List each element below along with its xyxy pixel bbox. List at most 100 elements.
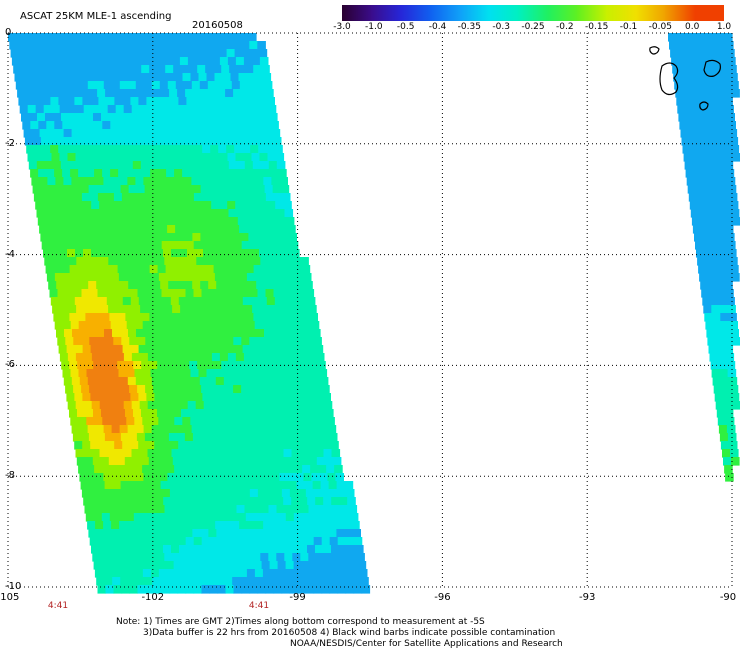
swath-cell [154, 49, 164, 58]
swath-cell [133, 265, 143, 274]
swath-cell [298, 393, 307, 402]
swath-cell [228, 161, 238, 170]
swath-cell [146, 393, 155, 402]
swath-cell [43, 249, 52, 258]
color-scale-segment [342, 5, 372, 21]
swath-cell [113, 41, 122, 50]
swath-cell [278, 321, 288, 330]
swath-cell [34, 97, 43, 106]
swath-cell [134, 369, 144, 378]
swath-cell [188, 553, 197, 562]
swath-cell [151, 129, 161, 138]
swath-cell [173, 361, 182, 370]
swath-cell [722, 449, 731, 458]
swath-cell [156, 553, 165, 562]
swath-cell [119, 377, 129, 386]
swath-cell [280, 577, 289, 586]
swath-cell [94, 121, 103, 130]
swath-cell [279, 177, 288, 186]
swath-cell [89, 241, 99, 250]
swath-cell [170, 49, 180, 58]
swath-cell [201, 89, 210, 98]
swath-cell [212, 209, 222, 218]
swath-cell [239, 521, 248, 530]
swath-cell [210, 345, 220, 354]
swath-cell [53, 65, 62, 74]
swath-cell [726, 361, 736, 370]
swath-cell [160, 137, 170, 146]
swath-cell [153, 241, 163, 250]
swath-cell [194, 145, 203, 154]
swath-cell [83, 401, 93, 410]
swath-cell [237, 113, 246, 122]
swath-cell [286, 273, 296, 282]
swath-cell [117, 513, 127, 522]
swath-cell [261, 313, 270, 322]
swath-cell [285, 361, 294, 370]
swath-cell [55, 177, 64, 186]
swath-cell [54, 169, 63, 178]
swath-cell [114, 345, 124, 354]
swath-cell [264, 233, 273, 242]
swath-cell [132, 457, 142, 466]
swath-cell [146, 297, 156, 306]
swath-cell [331, 545, 340, 554]
swath-cell [296, 433, 306, 442]
swath-cell [99, 249, 108, 258]
swath-cell [165, 113, 174, 122]
swath-cell [341, 513, 351, 522]
swath-cell [288, 233, 297, 242]
swath-cell [129, 489, 139, 498]
swath-cell [107, 545, 116, 554]
swath-cell [725, 353, 735, 362]
swath-cell [199, 377, 209, 386]
swath-cell [56, 137, 66, 146]
swath-cell [328, 529, 337, 538]
swath-cell [80, 33, 89, 42]
swath-cell [168, 481, 178, 490]
swath-cell [89, 89, 98, 98]
swath-cell [51, 105, 61, 114]
swath-cell [690, 145, 700, 154]
swath-cell [144, 33, 153, 42]
swath-cell [701, 169, 711, 178]
swath-cell [192, 281, 201, 290]
swath-cell [299, 401, 309, 410]
swath-cell [249, 289, 259, 298]
longitude-tick: -93 [579, 592, 596, 603]
swath-cell [125, 513, 135, 522]
swath-cell [177, 241, 187, 250]
color-scale-label: -0.25 [521, 22, 545, 32]
swath-cell [208, 329, 217, 338]
swath-cell [159, 129, 169, 138]
swath-cell [126, 273, 136, 282]
swath-cell [96, 577, 105, 586]
swath-cell [84, 505, 94, 514]
swath-cell [62, 73, 72, 82]
swath-cell [19, 105, 29, 114]
swath-cell [190, 465, 199, 474]
swath-cell [173, 113, 182, 122]
swath-cell [726, 113, 735, 122]
swath-cell [696, 193, 706, 202]
swath-cell [264, 329, 273, 338]
swath-cell [264, 185, 274, 194]
swath-cell [155, 545, 164, 554]
swath-cell [145, 337, 154, 346]
swath-cell [232, 281, 241, 290]
swath-cell [267, 545, 276, 554]
swath-cell [210, 49, 220, 58]
swath-cell [286, 369, 296, 378]
swath-cell [220, 161, 230, 170]
swath-cell [81, 385, 90, 394]
swath-cell [75, 105, 85, 114]
swath-cell [208, 185, 218, 194]
swath-cell [285, 265, 295, 274]
swath-cell [79, 225, 88, 234]
swath-cell [160, 529, 169, 538]
swath-cell [714, 209, 724, 218]
swath-cell [165, 65, 174, 74]
swath-cell [30, 121, 39, 130]
swath-cell [197, 113, 206, 122]
swath-cell [67, 57, 77, 66]
